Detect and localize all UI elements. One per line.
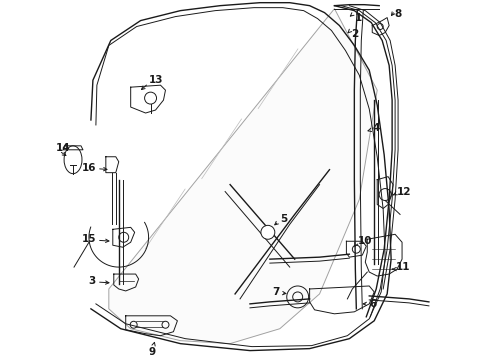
Text: 16: 16 xyxy=(81,163,96,173)
Text: 4: 4 xyxy=(372,123,380,133)
Circle shape xyxy=(261,225,275,239)
Polygon shape xyxy=(109,9,377,344)
Text: 8: 8 xyxy=(394,9,401,19)
Text: 9: 9 xyxy=(149,347,156,357)
Text: 6: 6 xyxy=(369,299,376,309)
Text: 3: 3 xyxy=(89,276,96,286)
Text: 15: 15 xyxy=(81,234,96,244)
Text: 10: 10 xyxy=(357,236,372,246)
Text: 7: 7 xyxy=(272,287,280,297)
Text: 1: 1 xyxy=(354,13,362,23)
Text: 5: 5 xyxy=(280,215,287,224)
Text: 14: 14 xyxy=(56,143,71,153)
Text: 13: 13 xyxy=(148,75,163,85)
Text: 11: 11 xyxy=(396,262,411,272)
Text: 2: 2 xyxy=(351,28,359,39)
Text: 12: 12 xyxy=(397,186,412,197)
